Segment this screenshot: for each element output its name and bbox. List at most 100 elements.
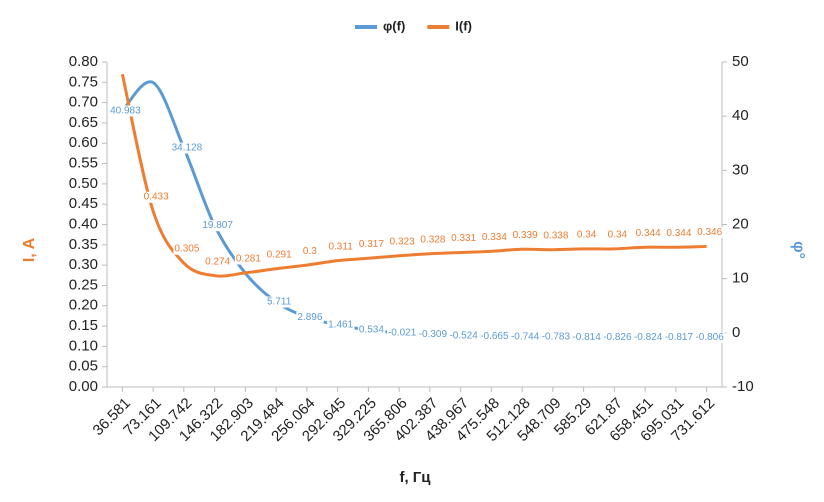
data-label-bg bbox=[575, 229, 598, 241]
data-label-bg bbox=[201, 220, 235, 232]
data-label: 0.274 bbox=[205, 256, 230, 267]
data-label-bg bbox=[204, 256, 232, 268]
data-label-bg bbox=[170, 142, 204, 154]
data-label-bg bbox=[509, 331, 541, 343]
data-label: 0.328 bbox=[420, 234, 445, 245]
data-label: 0.339 bbox=[513, 230, 538, 241]
data-label-bg bbox=[327, 319, 355, 331]
data-label: 0.34 bbox=[608, 230, 628, 241]
data-label-bg bbox=[234, 253, 263, 265]
data-label: 0.433 bbox=[144, 192, 169, 203]
data-label: -0.524 bbox=[449, 330, 478, 341]
data-label-bg bbox=[386, 327, 418, 339]
data-label: -0.783 bbox=[542, 332, 571, 343]
data-label-bg bbox=[265, 296, 293, 308]
data-label: 0.346 bbox=[697, 227, 722, 238]
data-label: -0.806 bbox=[695, 332, 724, 343]
data-label: -0.665 bbox=[480, 331, 509, 342]
y-tick-label: 0.65 bbox=[69, 114, 98, 131]
data-label-bg bbox=[357, 238, 386, 250]
data-label-bg bbox=[109, 105, 143, 117]
data-label: -0.814 bbox=[572, 332, 601, 343]
data-label: -0.021 bbox=[388, 328, 417, 339]
data-label: 34.128 bbox=[172, 143, 203, 154]
data-label: 19.807 bbox=[202, 220, 233, 231]
data-label: 0.534 bbox=[359, 325, 384, 336]
legend-label: φ(f) bbox=[383, 18, 405, 33]
y2-tick-label: 20 bbox=[732, 215, 749, 232]
y-tick-label: 0.60 bbox=[69, 134, 98, 151]
data-label: 0.331 bbox=[451, 233, 476, 244]
y-tick-label: 0.10 bbox=[69, 337, 98, 354]
data-label: 40.983 bbox=[110, 105, 141, 116]
data-label: -0.826 bbox=[603, 332, 632, 343]
x-axis-title: f, Гц bbox=[399, 469, 431, 486]
data-label-bg bbox=[479, 331, 510, 343]
data-label: 0.317 bbox=[359, 239, 384, 250]
series-line bbox=[121, 80, 707, 339]
data-label-bg bbox=[327, 241, 355, 253]
y-tick-label: 0.80 bbox=[69, 53, 98, 70]
y-tick-label: 0.20 bbox=[69, 297, 98, 314]
data-label-bg bbox=[606, 229, 629, 241]
data-label: 0.338 bbox=[543, 230, 568, 241]
data-label-bg bbox=[265, 249, 294, 261]
data-label-bg bbox=[511, 229, 540, 241]
data-label: 1.461 bbox=[328, 320, 353, 331]
y-tick-label: 0.00 bbox=[69, 378, 98, 395]
data-label: 0.305 bbox=[174, 244, 199, 255]
data-label-bg bbox=[301, 245, 319, 257]
data-label: 2.896 bbox=[297, 312, 322, 323]
data-label-bg bbox=[419, 234, 447, 246]
data-label: 0.311 bbox=[328, 241, 353, 252]
series-line bbox=[120, 73, 707, 278]
data-label-bg bbox=[448, 330, 480, 342]
data-label: 0.344 bbox=[636, 228, 661, 239]
data-label: 0.3 bbox=[303, 246, 317, 257]
y2-tick-label: 10 bbox=[732, 270, 749, 287]
y2-tick-label: -10 bbox=[732, 378, 754, 395]
data-label: 0.323 bbox=[390, 236, 415, 247]
data-label: -0.817 bbox=[665, 332, 694, 343]
y-tick-label: 0.45 bbox=[69, 195, 98, 212]
data-label-bg bbox=[632, 331, 664, 343]
y-tick-label: 0.75 bbox=[69, 73, 98, 90]
y-axis-title: I, A bbox=[21, 237, 38, 262]
data-label-bg bbox=[634, 227, 663, 239]
y2-tick-label: 30 bbox=[732, 161, 749, 178]
data-label: -0.744 bbox=[511, 332, 540, 343]
data-label-bg bbox=[173, 243, 201, 255]
data-label-bg bbox=[696, 227, 724, 239]
y-tick-label: 0.40 bbox=[69, 215, 98, 232]
data-label-bg bbox=[694, 331, 726, 343]
data-label-bg bbox=[417, 329, 449, 341]
data-label: -0.824 bbox=[634, 332, 663, 343]
data-label: 0.281 bbox=[236, 253, 261, 264]
y2-tick-label: 50 bbox=[732, 53, 749, 70]
y-tick-label: 0.25 bbox=[69, 276, 98, 293]
data-label-bg bbox=[540, 331, 572, 343]
data-label-bg bbox=[665, 227, 693, 239]
data-label-bg bbox=[450, 233, 478, 245]
y-tick-label: 0.05 bbox=[69, 358, 98, 375]
y-tick-label: 0.55 bbox=[69, 155, 98, 172]
y2-axis-title: φ° bbox=[790, 241, 807, 259]
data-label: 0.344 bbox=[666, 228, 691, 239]
y-tick-label: 0.35 bbox=[69, 236, 98, 253]
y-tick-label: 0.30 bbox=[69, 256, 98, 273]
data-label: 5.711 bbox=[267, 297, 292, 308]
data-label-bg bbox=[602, 331, 633, 343]
data-label-bg bbox=[480, 231, 509, 243]
y-tick-label: 0.50 bbox=[69, 175, 98, 192]
y2-tick-label: 0 bbox=[732, 324, 740, 341]
data-label: 0.34 bbox=[577, 230, 597, 241]
data-label-bg bbox=[142, 191, 171, 203]
data-label-bg bbox=[296, 311, 324, 323]
data-label-bg bbox=[663, 331, 695, 343]
data-label-bg bbox=[571, 331, 603, 343]
y-tick-label: 0.70 bbox=[69, 94, 98, 111]
data-label: 0.291 bbox=[267, 249, 292, 260]
data-label-bg bbox=[357, 324, 386, 336]
y2-tick-label: 40 bbox=[732, 107, 749, 124]
